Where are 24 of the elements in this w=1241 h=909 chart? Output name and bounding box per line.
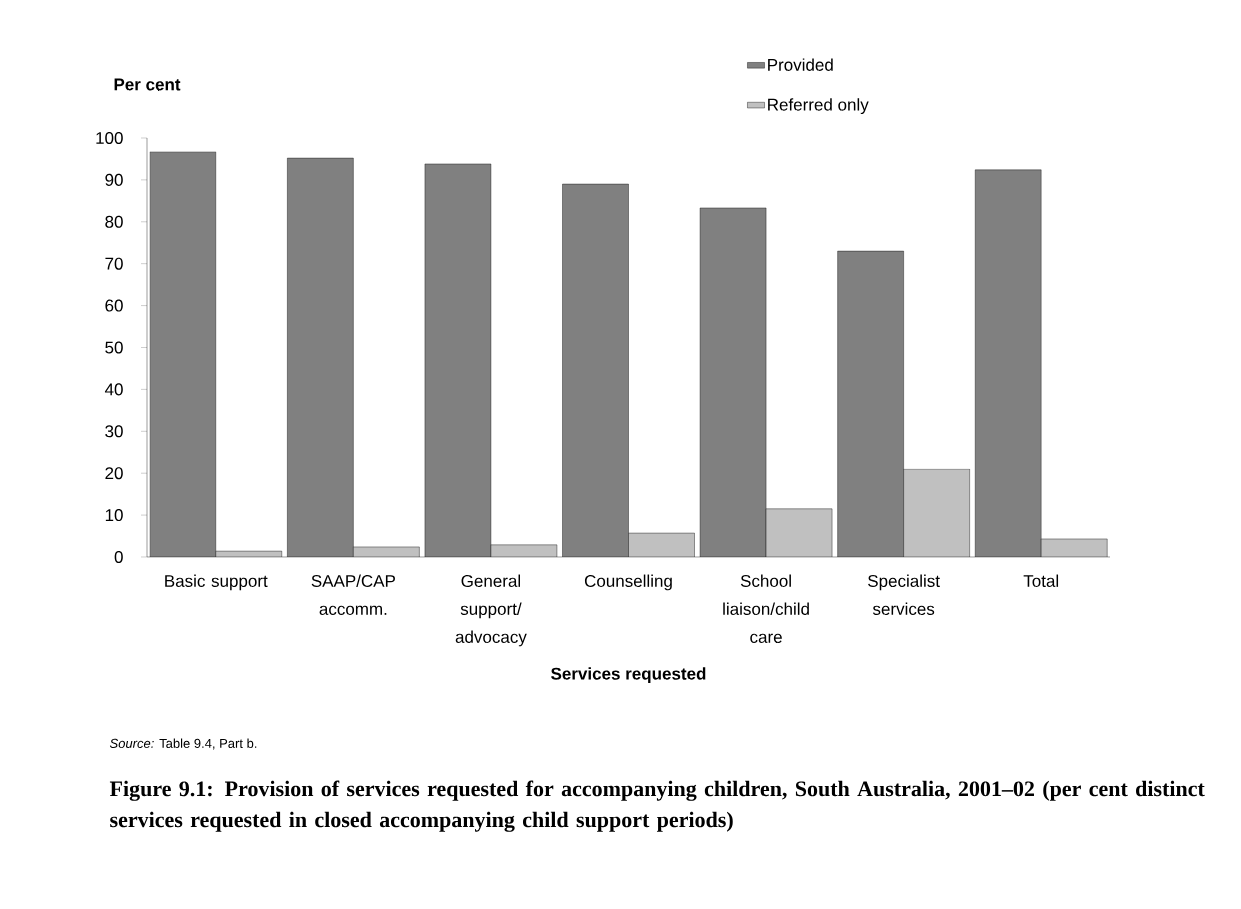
- text: Figure 9.1: Provision of services requested for accompanying children, South Australia, 2001–02 (per cent distinct services requested in closed accompanying child support periods): [109, 780, 1205, 832]
- y-tick-label: 30: [105, 425, 123, 438]
- legend-label: Provided: [768, 58, 833, 71]
- text: Source: Table 9.4, Part b.: [109, 738, 257, 750]
- y-tick-label: 20: [105, 467, 123, 480]
- x-tick-label: Total: [1023, 574, 1059, 588]
- legend-label: Referred only: [768, 98, 869, 115]
- x-tick-label: Counselling: [584, 574, 672, 591]
- x-tick-label: Specialist services: [868, 574, 940, 616]
- y-tick-label: 0: [114, 550, 123, 564]
- y-tick-label: 10: [105, 509, 123, 522]
- y-tick-label: 100: [96, 131, 123, 145]
- x-tick-label: Basic support: [165, 574, 268, 591]
- y-tick-label: 90: [105, 173, 123, 186]
- y-tick-label: 60: [105, 299, 123, 312]
- x-tick-label: SAAP/CAP accomm.: [311, 574, 395, 616]
- y-tick-label: 40: [104, 383, 123, 396]
- x-axis-title: Services requested: [551, 667, 706, 684]
- x-tick-label: General support/ advocacy: [455, 574, 527, 647]
- y-tick-label: 80: [105, 215, 123, 228]
- y-axis-title: Per cent: [114, 78, 181, 91]
- y-tick-label: 50: [105, 341, 123, 354]
- y-tick-label: 70: [105, 257, 123, 270]
- x-tick-label: School liaison/child care: [723, 574, 809, 644]
